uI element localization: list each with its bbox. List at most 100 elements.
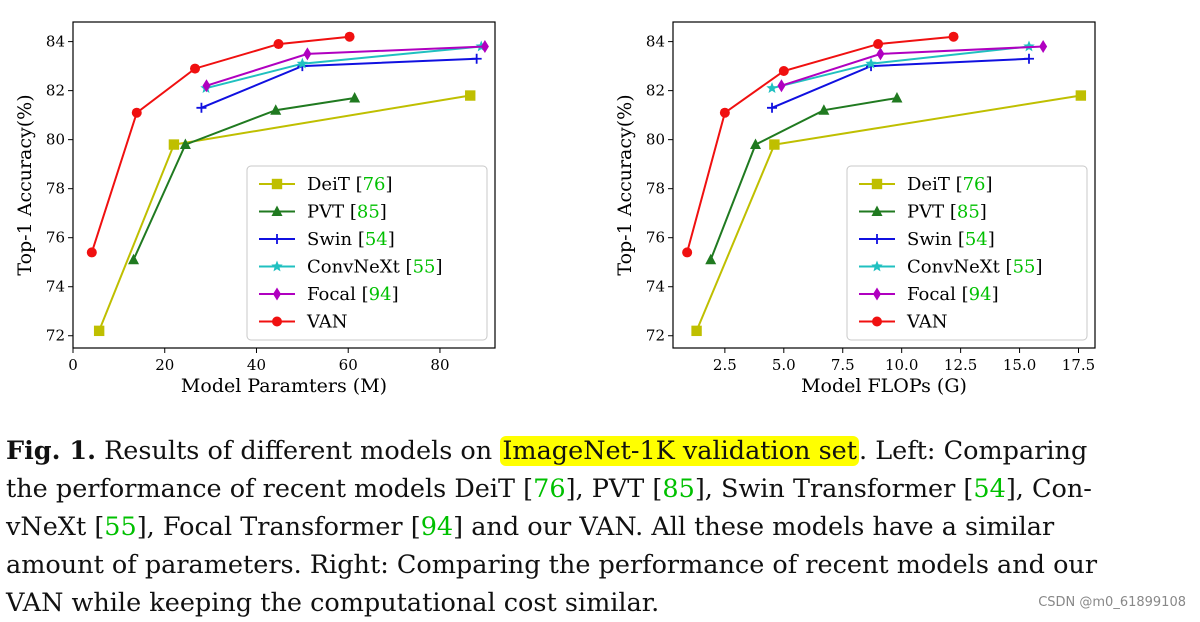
y-tick-label: 74	[46, 278, 65, 296]
data-point-van	[948, 31, 959, 42]
data-point-pvt	[179, 138, 191, 150]
data-point-focal	[876, 47, 885, 61]
caption-text: Results of different models on	[104, 436, 501, 466]
data-point-deit	[1075, 90, 1087, 101]
y-axis-label: Top-1 Accuracy(%)	[614, 94, 636, 275]
legend-item: DeiT [76]	[259, 174, 393, 195]
citation-ref: 85	[662, 474, 695, 504]
y-tick-label: 72	[46, 327, 65, 345]
series-van	[86, 31, 355, 258]
legend-bracket: [	[350, 174, 363, 195]
legend-marker	[272, 234, 282, 244]
legend-marker	[271, 178, 283, 190]
x-tick-label: 10.0	[885, 356, 918, 374]
caption-line: amount of parameters. Right: Comparing t…	[6, 546, 1196, 584]
legend-marker	[872, 234, 882, 244]
data-point-pvt	[349, 91, 361, 103]
legend-bracket: ]	[980, 202, 987, 223]
data-point-deit	[465, 90, 476, 101]
figure-caption: Fig. 1. Results of different models on I…	[6, 432, 1196, 622]
data-point-pvt	[750, 138, 762, 150]
citation-ref: 76	[533, 474, 566, 504]
x-tick-label: 12.5	[944, 356, 977, 374]
legend-marker	[873, 287, 881, 301]
data-point-convnext	[1023, 40, 1035, 52]
legend-bracket: ]	[992, 284, 999, 305]
y-tick-label: 82	[46, 82, 65, 100]
caption-text: ], Focal Transformer [	[136, 512, 421, 542]
legend-marker	[272, 316, 282, 327]
legend-bracket: ]	[1035, 257, 1042, 278]
legend-bracket: ]	[388, 229, 395, 250]
legend-box	[846, 165, 1088, 341]
legend-item: Focal [94]	[259, 284, 399, 305]
legend-bracket: ]	[435, 257, 442, 278]
legend-bracket: [	[344, 202, 357, 223]
legend-marker	[871, 205, 883, 216]
legend-bracket: [	[956, 284, 969, 305]
caption-text: ], Swin Transformer [	[694, 474, 974, 504]
data-point-deit	[769, 139, 780, 150]
legend-name: VAN	[306, 312, 348, 333]
caption-text: . Left: Comparing	[859, 436, 1088, 466]
x-axis-label: Model Paramters (M)	[181, 375, 387, 397]
x-tick-label: 20	[155, 356, 174, 374]
caption-text: ] and our VAN. All these models have a s…	[453, 512, 1055, 542]
x-tick-label: 2.5	[713, 356, 737, 374]
legend: DeiT [76]PVT [85]Swin [54]ConvNeXt [55]F…	[246, 165, 488, 341]
legend-item: VAN	[259, 312, 348, 333]
series-line-pvt	[132, 97, 355, 261]
y-tick-label: 74	[646, 278, 665, 296]
caption-line: vNeXt [55], Focal Transformer [94] and o…	[6, 508, 1196, 546]
y-tick-label: 78	[46, 180, 65, 198]
legend-bracket: [	[356, 284, 369, 305]
series-pvt	[128, 91, 361, 265]
data-point-van	[190, 63, 201, 74]
series-convnext	[766, 40, 1035, 94]
legend-item: VAN	[859, 312, 948, 333]
legend-label: Focal [94]	[307, 284, 399, 305]
x-tick-label: 80	[430, 356, 449, 374]
legend-name: VAN	[906, 312, 948, 333]
series-line-focal	[781, 45, 1044, 87]
legend-marker	[271, 260, 283, 272]
legend-marker	[271, 205, 283, 216]
caption-line: the performance of recent models DeiT [7…	[6, 470, 1196, 508]
y-tick-label: 82	[646, 82, 665, 100]
data-point-focal	[1039, 40, 1048, 54]
data-point-pvt	[818, 104, 830, 115]
legend-bracket: [	[944, 202, 957, 223]
y-tick-label: 76	[46, 229, 65, 247]
legend-name: ConvNeXt	[907, 257, 1001, 278]
legend-bracket: ]	[380, 202, 387, 223]
data-point-pvt	[270, 104, 282, 115]
data-point-pvt	[705, 253, 717, 265]
legend-label: Swin [54]	[907, 229, 995, 250]
legend-name: Swin	[907, 229, 952, 250]
series-swin	[767, 53, 1034, 113]
legend-bracket: [	[1000, 257, 1013, 278]
legend-bracket: [	[950, 174, 963, 195]
legend-bracket: [	[952, 229, 965, 250]
legend-marker	[871, 178, 883, 190]
legend-name: Swin	[307, 229, 352, 250]
x-tick-label: 17.5	[1062, 356, 1095, 374]
data-point-focal	[777, 79, 786, 93]
caption-text: amount of parameters. Right: Comparing t…	[6, 550, 1098, 580]
x-tick-label: 0	[68, 356, 78, 374]
legend-name: PVT	[307, 202, 344, 223]
caption-text: ], Con-	[1005, 474, 1092, 504]
data-point-convnext	[865, 57, 877, 69]
series-swin	[196, 53, 482, 113]
data-point-pvt	[891, 91, 903, 103]
series-focal	[202, 40, 489, 93]
x-axis-label: Model FLOPs (G)	[801, 375, 967, 397]
caption-line: Fig. 1. Results of different models on I…	[6, 432, 1196, 470]
data-point-deit	[168, 139, 180, 150]
series-deit	[691, 90, 1087, 337]
legend-ref: 94	[369, 284, 392, 305]
chart-parameters: 0 20 40 60 80 72 74 76 78 80 82 84 Model Paramters (…	[0, 0, 600, 400]
series-focal	[777, 40, 1048, 93]
data-point-pvt	[128, 253, 140, 265]
figure-label: Fig. 1.	[6, 436, 96, 466]
